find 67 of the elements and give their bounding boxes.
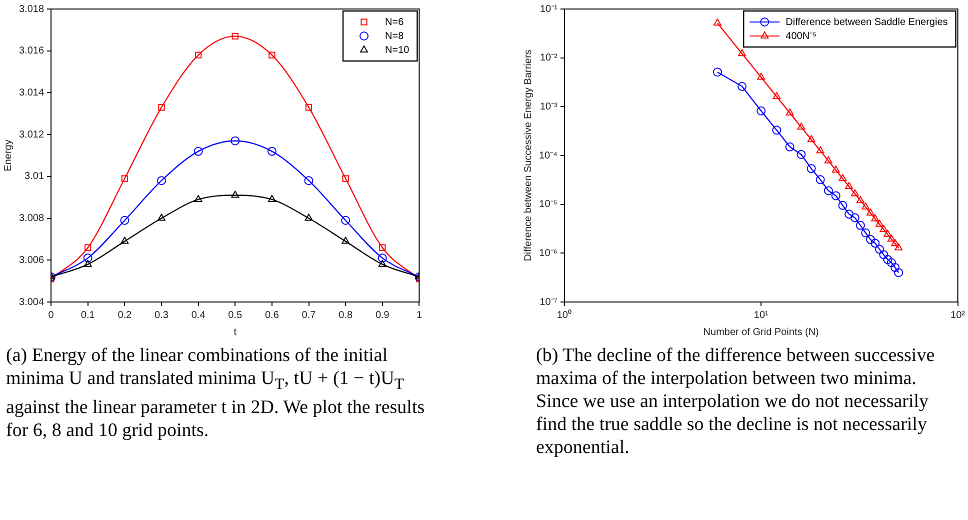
y-tick-label: 10⁻³ [540, 101, 558, 112]
x-tick-label: 0.8 [338, 310, 353, 321]
y-tick-label: 3.004 [18, 296, 44, 308]
legend-label: N=8 [385, 30, 404, 42]
x-tick-label: 0.6 [264, 310, 280, 321]
x-tick-label: 0.5 [228, 310, 243, 321]
point [230, 136, 240, 146]
y-axis-title: Difference between Successive Energy Barriers [522, 50, 534, 262]
y-tick-label: 10⁻⁵ [539, 199, 558, 210]
point [121, 175, 128, 182]
x-tick-label: 0.4 [191, 310, 206, 321]
point [304, 176, 314, 186]
point [378, 260, 386, 267]
legend-label: Difference between Saddle Energies [786, 16, 948, 28]
x-axis-title: Number of Grid Points (N) [703, 326, 819, 338]
point [120, 216, 130, 225]
y-tick-label: 10⁻² [540, 52, 558, 64]
y-tick-label: 3.01 [24, 171, 44, 182]
point [84, 244, 92, 251]
point [194, 52, 202, 58]
y-tick-label: 3.006 [18, 254, 44, 266]
x-tick-label: 1 [416, 310, 422, 321]
text: (b) The decline of the difference between successive maxima of the interpolation between two minima. Since we use an interpolation we do not necessarily find the true saddle so the decline is not necessarily exponential. [536, 344, 936, 459]
point [158, 214, 166, 221]
point [156, 176, 166, 186]
point [342, 175, 349, 182]
point [83, 254, 92, 263]
y-tick-label: 3.016 [18, 46, 44, 57]
y-tick-label: 10⁻⁶ [539, 248, 558, 259]
y-tick-label: 10⁻⁷ [540, 296, 558, 308]
point [304, 214, 313, 221]
x-tick-label: 10² [950, 310, 966, 321]
point [232, 32, 238, 40]
point [378, 254, 387, 263]
x-tick-label: 0.3 [154, 310, 169, 321]
point [158, 104, 165, 111]
y-tick-label: 10⁻⁴ [539, 150, 558, 162]
point [305, 104, 312, 111]
x-tick-label: 10¹ [754, 310, 769, 321]
point [268, 52, 276, 58]
legend-label: 400N⁻⁵ [786, 30, 817, 42]
point [267, 146, 276, 156]
point [194, 194, 202, 202]
legend-label: N=6 [385, 16, 404, 28]
legend-label: N=10 [385, 44, 410, 56]
y-tick-label: 3.012 [18, 129, 44, 140]
point [120, 236, 129, 244]
x-tick-label: 0.2 [118, 310, 132, 321]
x-tick-label: 0.7 [302, 310, 316, 321]
x-axis-title: t [234, 326, 237, 338]
point [84, 260, 92, 267]
x-tick-label: 0.1 [80, 310, 96, 321]
x-tick-label: 10⁰ [556, 308, 572, 321]
point [341, 216, 350, 225]
point [231, 190, 240, 198]
y-tick-label: 3.014 [18, 87, 44, 98]
y-tick-label: 10⁻¹ [540, 4, 558, 15]
x-tick-label: 0.9 [375, 310, 390, 321]
y-tick-label: 3.018 [18, 4, 44, 15]
y-tick-label: 3.008 [18, 213, 44, 224]
text: (a) Energy of the linear combinations of the initial minima U and translated minima U$_{T}$, tU + (1 − t)U$_{T}$ against the linear parameter t in 2D. We plot the results for 6, 8 and 10 grid points. [6, 344, 426, 442]
y-axis-title: Energy [2, 140, 14, 172]
x-tick-label: 0 [48, 310, 54, 321]
point [379, 244, 386, 251]
point [194, 146, 203, 156]
point [342, 236, 350, 244]
point [268, 194, 276, 202]
